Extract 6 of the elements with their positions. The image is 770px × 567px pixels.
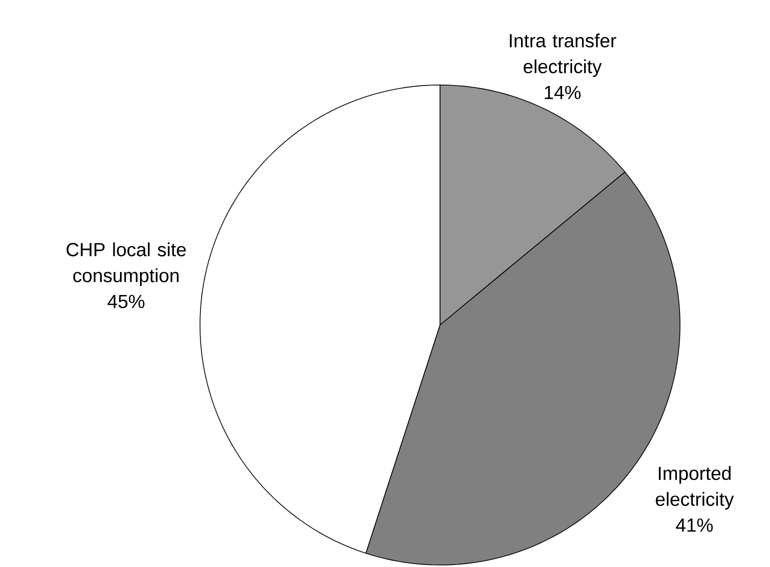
data-label: 14% (544, 86, 581, 100)
data-label: 41% (676, 518, 713, 532)
slice-label: Imported electricity (656, 466, 734, 510)
slice-label: Intra transfer electricity (510, 34, 616, 78)
data-label: 45% (108, 294, 144, 308)
slice-label: CHP local site consumption (66, 242, 186, 286)
